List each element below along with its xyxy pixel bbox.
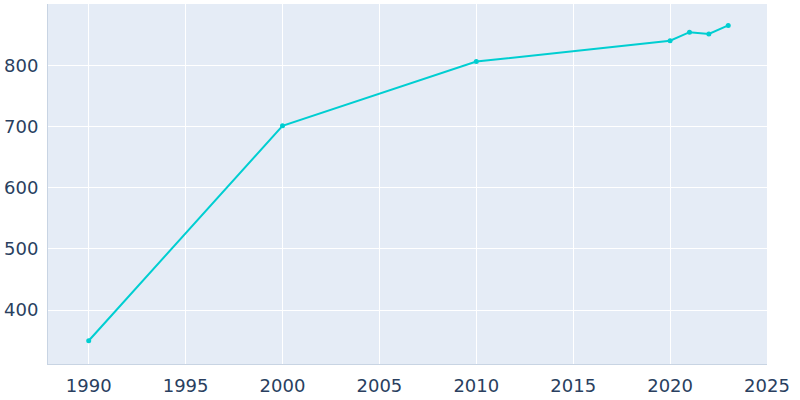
svg-text:2015: 2015 xyxy=(550,375,596,396)
svg-text:1995: 1995 xyxy=(163,375,209,396)
svg-text:500: 500 xyxy=(4,238,38,259)
svg-text:400: 400 xyxy=(4,299,38,320)
svg-text:2010: 2010 xyxy=(453,375,499,396)
svg-text:2005: 2005 xyxy=(356,375,402,396)
svg-text:1990: 1990 xyxy=(66,375,112,396)
svg-text:800: 800 xyxy=(4,55,38,76)
svg-text:2000: 2000 xyxy=(260,375,306,396)
svg-text:700: 700 xyxy=(4,116,38,137)
svg-text:600: 600 xyxy=(4,177,38,198)
svg-text:2025: 2025 xyxy=(744,375,790,396)
svg-text:2020: 2020 xyxy=(647,375,693,396)
